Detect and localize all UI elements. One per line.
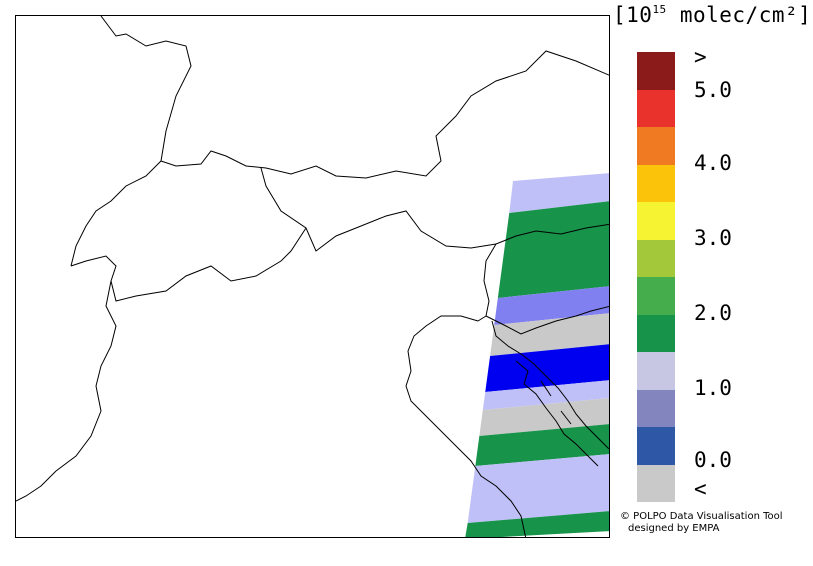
swath-band-1 (497, 201, 609, 298)
legend-tick-2: 2.0 (694, 301, 732, 325)
border-france-switzerland (70, 160, 162, 267)
croatian-islands (515, 360, 599, 467)
border-france-italy (16, 280, 117, 502)
legend-swatch-6 (637, 277, 675, 315)
legend-colorbar (637, 52, 675, 502)
legend-tick-above: > (694, 45, 707, 69)
border-italy-slovenia (477, 243, 497, 322)
legend-swatch-8 (637, 352, 675, 390)
border-swiss-italy-south (70, 227, 307, 302)
credit-line-1: © POLPO Data Visualisation Tool (620, 511, 783, 522)
swath-band-0 (509, 173, 609, 213)
credit-text: © POLPO Data Visualisation Tool designed… (620, 511, 783, 535)
border-germany-swiss-austria (160, 50, 609, 179)
swath-band-8 (467, 454, 609, 523)
swath-band-2 (494, 286, 609, 325)
map-panel[interactable] (15, 15, 610, 538)
border-france-germany (100, 16, 192, 162)
legend-swatch-0 (637, 52, 675, 90)
swath-band-7 (475, 424, 609, 466)
legend-tick-4: 4.0 (694, 151, 732, 175)
swath-band-4 (485, 344, 609, 392)
legend-swatch-4 (637, 202, 675, 240)
legend-title-units: molec/cm²] (666, 3, 812, 27)
map-canvas (16, 16, 609, 537)
legend-tick-0: 0.0 (694, 448, 732, 472)
swath-band-3 (490, 313, 609, 356)
legend-tick-3: 3.0 (694, 226, 732, 250)
legend-tick-below: < (694, 477, 707, 501)
legend-title-main: [10 (613, 3, 653, 27)
legend-swatch-11 (637, 464, 675, 502)
legend-title-exponent: 15 (652, 3, 667, 16)
legend-title: [1015 molec/cm²] (613, 3, 811, 27)
legend-swatch-10 (637, 427, 675, 465)
credit-line-2: designed by EMPA (628, 523, 720, 534)
swath-band-5 (482, 380, 609, 410)
legend-swatch-5 (637, 239, 675, 277)
legend-tick-5: 5.0 (694, 78, 732, 102)
legend-swatch-1 (637, 89, 675, 127)
swath-band-9 (465, 511, 609, 537)
border-switzerland-italy (260, 167, 609, 252)
coastline-italy-east (405, 315, 527, 537)
legend-swatch-9 (637, 389, 675, 427)
legend-swatch-3 (637, 164, 675, 202)
legend-swatch-2 (637, 127, 675, 165)
satellite-swath (465, 173, 609, 537)
country-borders (16, 16, 609, 537)
coastline-croatia (491, 320, 609, 450)
swath-band-6 (479, 398, 609, 436)
border-slovenia-croatia (485, 305, 609, 335)
legend-swatch-7 (637, 314, 675, 352)
legend-tick-1: 1.0 (694, 376, 732, 400)
